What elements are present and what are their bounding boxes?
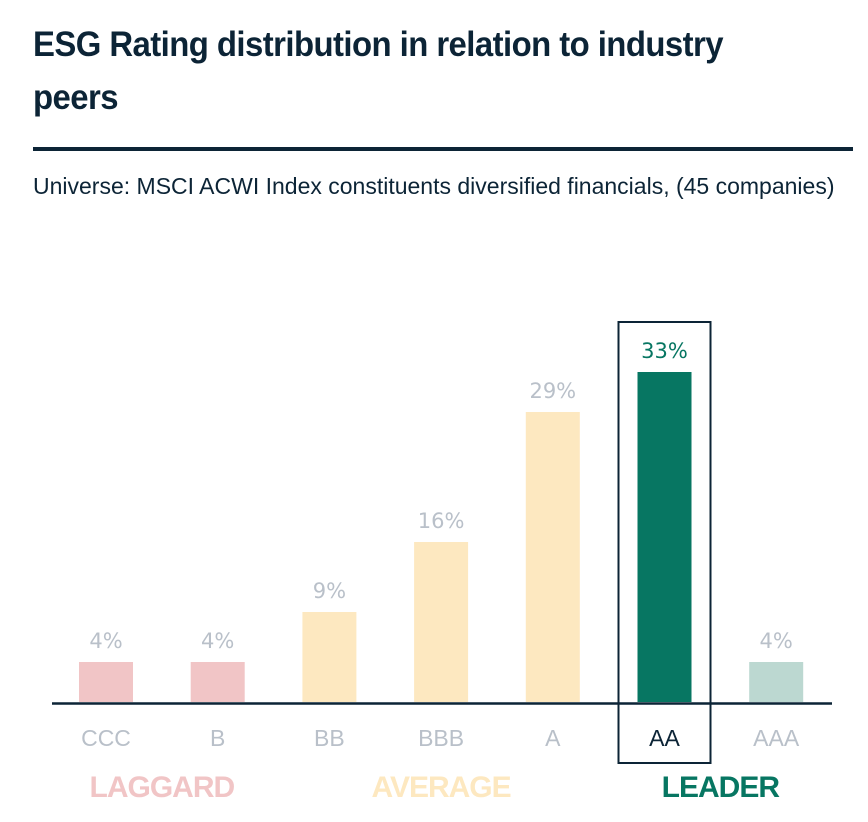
bar-a bbox=[525, 412, 580, 702]
group-label-leader: LEADER bbox=[662, 771, 781, 804]
category-labels-layer: CCC B BB BBB A AA AAA bbox=[81, 725, 800, 751]
highlight-box bbox=[617, 321, 712, 764]
title-divider bbox=[33, 147, 853, 151]
chart-title: ESG Rating distribution in relation to i… bbox=[33, 25, 724, 117]
bar-bbb bbox=[414, 542, 469, 702]
value-label-aaa: 4% bbox=[760, 629, 793, 653]
category-label-b: B bbox=[210, 725, 225, 751]
value-label-b: 4% bbox=[201, 629, 234, 653]
group-label-average: AVERAGE bbox=[372, 771, 511, 804]
bars-layer bbox=[79, 372, 804, 702]
category-label-ccc: CCC bbox=[81, 725, 131, 751]
value-labels-layer: 4% 4% 9% 16% 29% 33% 4% bbox=[89, 339, 793, 653]
bar-b bbox=[190, 662, 245, 702]
value-label-bbb: 16% bbox=[418, 509, 465, 533]
category-label-bbb: BBB bbox=[418, 725, 464, 751]
bar-aaa bbox=[749, 662, 804, 702]
category-label-aa: AA bbox=[649, 725, 680, 751]
value-label-bb: 9% bbox=[313, 579, 346, 603]
value-label-ccc: 4% bbox=[89, 629, 122, 653]
category-label-bb: BB bbox=[314, 725, 345, 751]
value-label-aa: 33% bbox=[641, 339, 688, 363]
chart-subtitle: Universe: MSCI ACWI Index constituents d… bbox=[33, 173, 835, 199]
group-label-laggard: LAGGARD bbox=[90, 771, 235, 804]
bar-aa bbox=[637, 372, 692, 702]
category-label-a: A bbox=[545, 725, 561, 751]
category-label-aaa: AAA bbox=[753, 725, 800, 751]
value-label-a: 29% bbox=[529, 379, 576, 403]
group-labels-layer: LAGGARD AVERAGE LEADER bbox=[90, 771, 782, 804]
bar-ccc bbox=[79, 662, 133, 702]
bar-bb bbox=[302, 612, 357, 702]
